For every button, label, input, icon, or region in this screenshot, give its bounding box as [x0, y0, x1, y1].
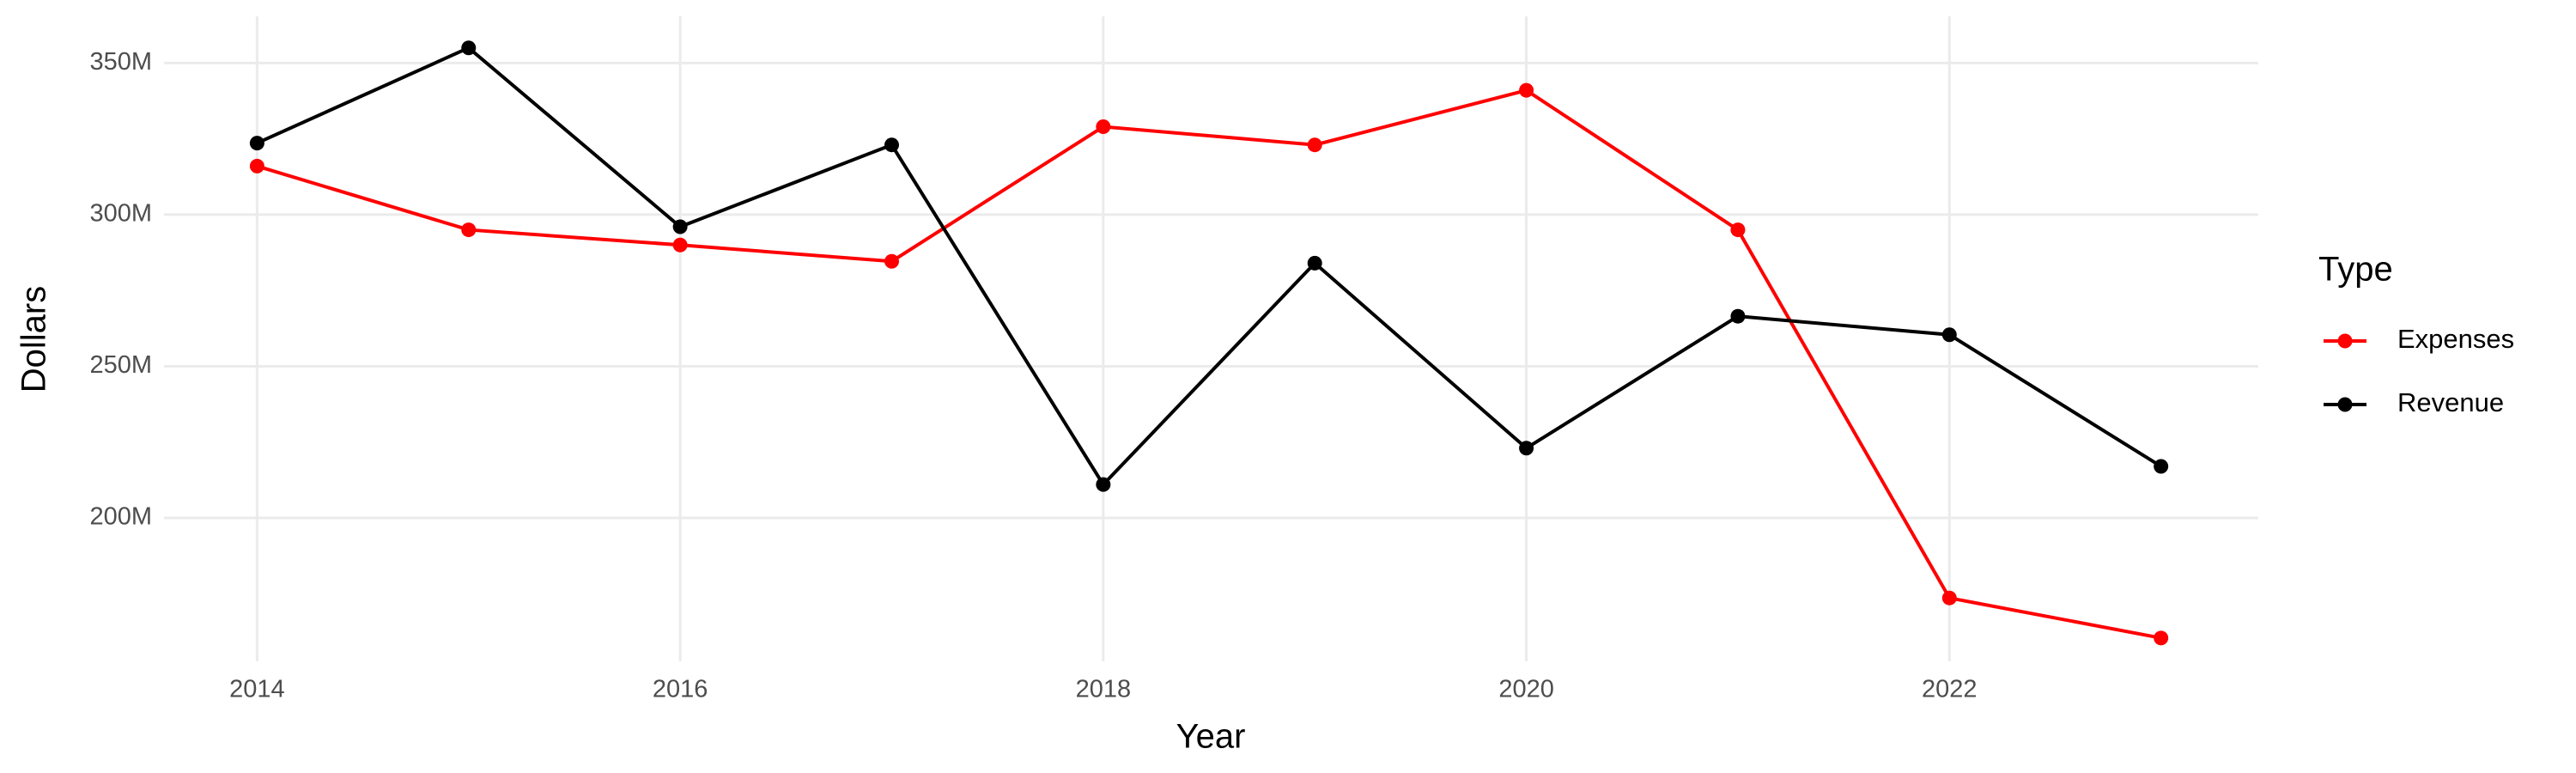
legend-swatch-point — [2337, 333, 2353, 349]
x-tick-label: 2014 — [229, 676, 285, 703]
y-axis-title: Dollars — [15, 286, 53, 393]
data-point — [1307, 255, 1322, 271]
data-point — [1730, 222, 1746, 238]
data-point — [2154, 630, 2169, 646]
data-point — [884, 253, 899, 269]
y-tick-label: 200M — [89, 503, 152, 531]
data-point — [1096, 477, 1111, 492]
data-point — [1941, 327, 1957, 343]
y-tick-label: 300M — [89, 200, 152, 228]
x-tick-label: 2018 — [1076, 676, 1132, 703]
data-point — [249, 136, 264, 151]
data-point — [1519, 82, 1534, 98]
data-point — [884, 137, 899, 153]
data-point — [1096, 119, 1111, 135]
data-point — [1941, 590, 1957, 606]
legend-swatch-point — [2337, 397, 2353, 412]
data-point — [461, 222, 477, 238]
legend-label: Revenue — [2397, 387, 2504, 417]
series-line — [256, 46, 2162, 488]
y-tick-label: 350M — [89, 48, 152, 76]
legend-label: Expenses — [2397, 324, 2514, 354]
data-point — [672, 237, 688, 253]
data-point — [461, 40, 477, 56]
data-point — [1730, 308, 1746, 324]
data-point — [1307, 137, 1322, 153]
data-point — [672, 219, 688, 234]
x-tick-label: 2016 — [653, 676, 708, 703]
data-point — [2154, 459, 2169, 474]
series-line — [256, 88, 2162, 640]
data-point — [1519, 441, 1534, 456]
x-tick-label: 2022 — [1922, 676, 1978, 703]
data-point — [249, 158, 264, 173]
legend-title: Type — [2318, 251, 2393, 289]
x-tick-label: 2020 — [1498, 676, 1554, 703]
y-tick-label: 250M — [89, 351, 152, 379]
x-axis-title: Year — [1176, 718, 1246, 756]
